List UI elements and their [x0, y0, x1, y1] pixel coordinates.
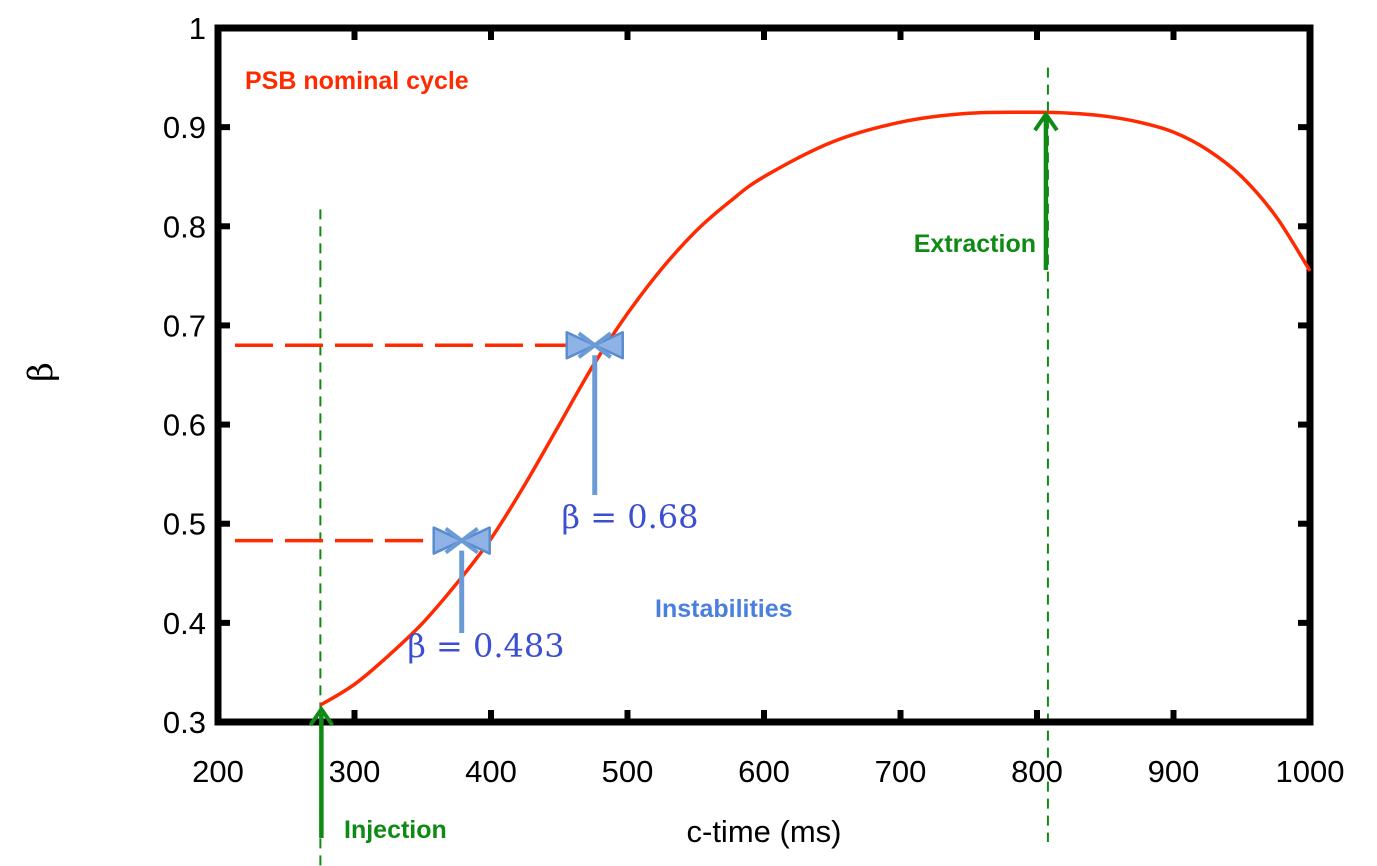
beta-label-low: β = 0.483 — [407, 627, 564, 665]
y-tick-label: 0.7 — [163, 308, 206, 343]
x-tick-label: 700 — [875, 754, 927, 789]
instability-marker-stroke — [444, 526, 479, 555]
series-line-psb-nominal-cycle — [319, 110, 1312, 707]
x-tick-label: 800 — [1011, 754, 1063, 789]
annotations — [308, 110, 1059, 838]
y-tick-label: 0.9 — [163, 110, 206, 145]
beta-label-high: β = 0.68 — [562, 498, 699, 536]
extraction-arrowhead — [1033, 110, 1059, 132]
x-tick-label: 600 — [738, 754, 790, 789]
x-tick-label: 900 — [1148, 754, 1200, 789]
extraction-label: Extraction — [914, 230, 1036, 258]
x-tick-label: 200 — [192, 754, 244, 789]
y-tick-label: 0.3 — [163, 705, 206, 740]
instability-marker-stroke — [577, 331, 612, 359]
series-label-psb-nominal-cycle: PSB nominal cycle — [245, 67, 469, 95]
y-tick-label: 1 — [189, 11, 206, 46]
guide-lines — [235, 67, 1049, 866]
injection-arrowhead — [308, 705, 335, 727]
x-tick-label: 300 — [329, 754, 381, 789]
x-tick-label: 500 — [602, 754, 654, 789]
y-tick-label: 0.5 — [163, 507, 206, 542]
instabilities-label: Instabilities — [655, 595, 793, 623]
y-tick-label: 0.4 — [163, 606, 206, 641]
instability-marker — [432, 526, 491, 555]
y-tick-labels: 0.3 0.4 0.5 0.6 0.7 0.8 0.9 1 — [163, 11, 206, 740]
x-tick-label: 1000 — [1276, 754, 1345, 789]
instability-marker — [565, 331, 624, 360]
x-tick-labels: 200 300 400 500 600 700 800 900 1000 — [192, 754, 1344, 789]
y-tick-label: 0.6 — [163, 408, 206, 443]
y-tick-label: 0.8 — [163, 209, 206, 244]
axis-ticks — [218, 28, 1310, 722]
x-axis-label: c-time (ms) — [687, 814, 842, 849]
x-tick-label: 400 — [465, 754, 517, 789]
injection-label: Injection — [344, 816, 447, 844]
y-axis-label: β — [21, 362, 61, 382]
